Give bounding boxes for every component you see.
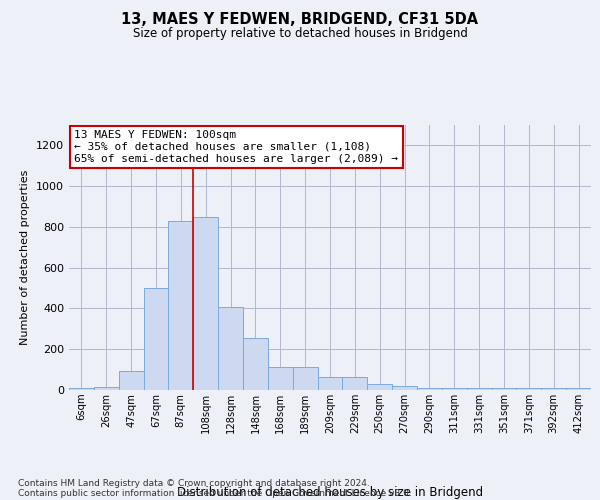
Bar [317,377,343,390]
Text: Contains HM Land Registry data © Crown copyright and database right 2024.: Contains HM Land Registry data © Crown c… [18,478,370,488]
Text: 13, MAES Y FEDWEN, BRIDGEND, CF31 5DA: 13, MAES Y FEDWEN, BRIDGEND, CF31 5DA [121,12,479,28]
Text: Size of property relative to detached houses in Bridgend: Size of property relative to detached ho… [133,28,467,40]
X-axis label: Distribution of detached houses by size in Bridgend: Distribution of detached houses by size … [177,486,483,499]
Bar [392,386,417,390]
Bar [169,221,193,390]
Bar [218,308,243,390]
Bar [343,377,367,390]
Text: 13 MAES Y FEDWEN: 100sqm
← 35% of detached houses are smaller (1,108)
65% of sem: 13 MAES Y FEDWEN: 100sqm ← 35% of detach… [74,130,398,164]
Bar [467,388,491,390]
Bar [491,388,517,390]
Bar [566,388,591,390]
Text: Contains public sector information licensed under the Open Government Licence v3: Contains public sector information licen… [18,488,412,498]
Bar [541,388,566,390]
Bar [293,366,317,390]
Bar [268,366,293,390]
Bar [119,370,143,390]
Y-axis label: Number of detached properties: Number of detached properties [20,170,31,345]
Bar [143,288,169,390]
Bar [442,388,467,390]
Bar [69,388,94,390]
Bar [367,384,392,390]
Bar [243,338,268,390]
Bar [417,388,442,390]
Bar [517,388,541,390]
Bar [94,388,119,390]
Bar [193,216,218,390]
